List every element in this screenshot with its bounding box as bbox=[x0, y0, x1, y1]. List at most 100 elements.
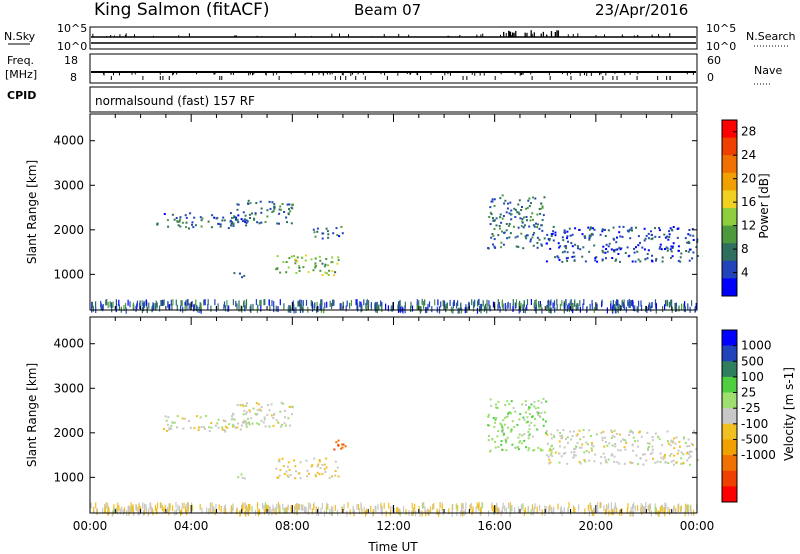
range-cell bbox=[426, 508, 428, 515]
range-cell bbox=[159, 502, 161, 509]
range-cell bbox=[521, 218, 524, 220]
station-title: King Salmon (fitACF) bbox=[94, 0, 270, 20]
range-cell bbox=[360, 504, 362, 511]
range-cell bbox=[605, 460, 608, 463]
range-cell bbox=[520, 302, 522, 309]
range-cell bbox=[566, 251, 569, 254]
range-cell bbox=[640, 304, 643, 311]
range-cell bbox=[295, 470, 297, 473]
range-cell bbox=[647, 237, 650, 240]
range-cell bbox=[675, 305, 678, 312]
range-cell bbox=[578, 446, 581, 449]
range-cell bbox=[564, 300, 566, 307]
range-cell bbox=[290, 405, 293, 408]
range-cell bbox=[225, 508, 227, 515]
range-cell bbox=[512, 299, 514, 305]
x-tick-label: 12:00 bbox=[376, 519, 411, 533]
range-cell bbox=[641, 246, 644, 249]
range-cell bbox=[554, 234, 557, 237]
range-cell bbox=[165, 429, 168, 432]
range-cell bbox=[360, 304, 362, 311]
range-cell bbox=[280, 425, 282, 428]
range-cell bbox=[357, 503, 360, 510]
range-cell bbox=[557, 242, 560, 245]
range-cell bbox=[501, 424, 503, 427]
range-cell bbox=[502, 243, 505, 246]
range-cell bbox=[677, 449, 680, 452]
summary-panels bbox=[89, 26, 698, 113]
range-cell bbox=[318, 460, 321, 463]
range-cell bbox=[243, 301, 245, 308]
range-cell bbox=[540, 202, 543, 205]
freq-unit: [MHz] bbox=[5, 68, 37, 81]
range-cell bbox=[532, 196, 534, 199]
range-cell bbox=[270, 403, 273, 406]
range-cell bbox=[154, 504, 157, 511]
range-cell bbox=[424, 506, 426, 513]
range-cell bbox=[538, 415, 541, 417]
range-cell bbox=[243, 421, 246, 424]
range-cell bbox=[449, 299, 451, 306]
range-cell bbox=[171, 304, 173, 311]
range-cell bbox=[313, 504, 315, 511]
range-cell bbox=[188, 227, 190, 230]
range-cell bbox=[471, 299, 473, 306]
nsky-tick-bottom: 10^0 bbox=[57, 40, 87, 53]
range-cell bbox=[559, 445, 561, 448]
range-cell bbox=[636, 250, 639, 253]
range-cell bbox=[522, 503, 524, 510]
range-cell bbox=[543, 411, 546, 414]
range-cell bbox=[232, 424, 235, 427]
range-cell bbox=[321, 274, 324, 276]
range-cell bbox=[645, 305, 647, 312]
range-cell bbox=[242, 504, 244, 511]
range-cell bbox=[650, 259, 653, 262]
range-cell bbox=[328, 269, 331, 272]
range-cell bbox=[180, 300, 182, 307]
range-cell bbox=[257, 508, 259, 514]
colorbar-segment bbox=[722, 423, 737, 440]
range-cell bbox=[341, 232, 344, 235]
range-cell bbox=[684, 237, 687, 240]
range-cell bbox=[272, 210, 275, 213]
range-cell bbox=[268, 505, 270, 512]
range-cell bbox=[507, 202, 509, 205]
range-cell bbox=[687, 456, 690, 459]
range-cell bbox=[528, 205, 531, 208]
range-cell bbox=[208, 430, 211, 433]
range-cell bbox=[651, 445, 654, 448]
range-cell bbox=[282, 503, 284, 510]
range-cell bbox=[499, 422, 502, 425]
range-cell bbox=[626, 246, 629, 249]
range-cell bbox=[665, 300, 667, 307]
range-cell bbox=[579, 300, 581, 307]
range-cell bbox=[210, 226, 213, 229]
range-cell bbox=[691, 257, 694, 260]
range-cell bbox=[508, 411, 511, 414]
range-cell bbox=[230, 418, 233, 421]
range-cell bbox=[616, 299, 618, 306]
range-cell bbox=[289, 305, 291, 312]
range-cell bbox=[671, 247, 674, 249]
range-cell bbox=[659, 452, 662, 455]
range-cell bbox=[617, 253, 620, 255]
range-cell bbox=[498, 227, 501, 230]
range-cell bbox=[510, 400, 513, 403]
range-cell bbox=[331, 270, 334, 273]
range-cell bbox=[588, 235, 591, 238]
range-cell bbox=[506, 400, 509, 403]
range-cell bbox=[228, 305, 230, 312]
range-cell bbox=[199, 302, 201, 308]
range-cell bbox=[525, 207, 528, 210]
range-cell bbox=[664, 453, 666, 456]
colorbar-segment bbox=[722, 455, 737, 472]
range-cell bbox=[606, 444, 609, 447]
x-tick-label: 16:00 bbox=[477, 519, 512, 533]
range-cell bbox=[514, 208, 517, 211]
range-cell bbox=[594, 257, 597, 260]
range-cell bbox=[632, 299, 634, 306]
range-cell bbox=[276, 222, 279, 225]
range-cell bbox=[604, 441, 607, 443]
range-cell bbox=[617, 299, 619, 306]
range-cell bbox=[169, 303, 171, 310]
